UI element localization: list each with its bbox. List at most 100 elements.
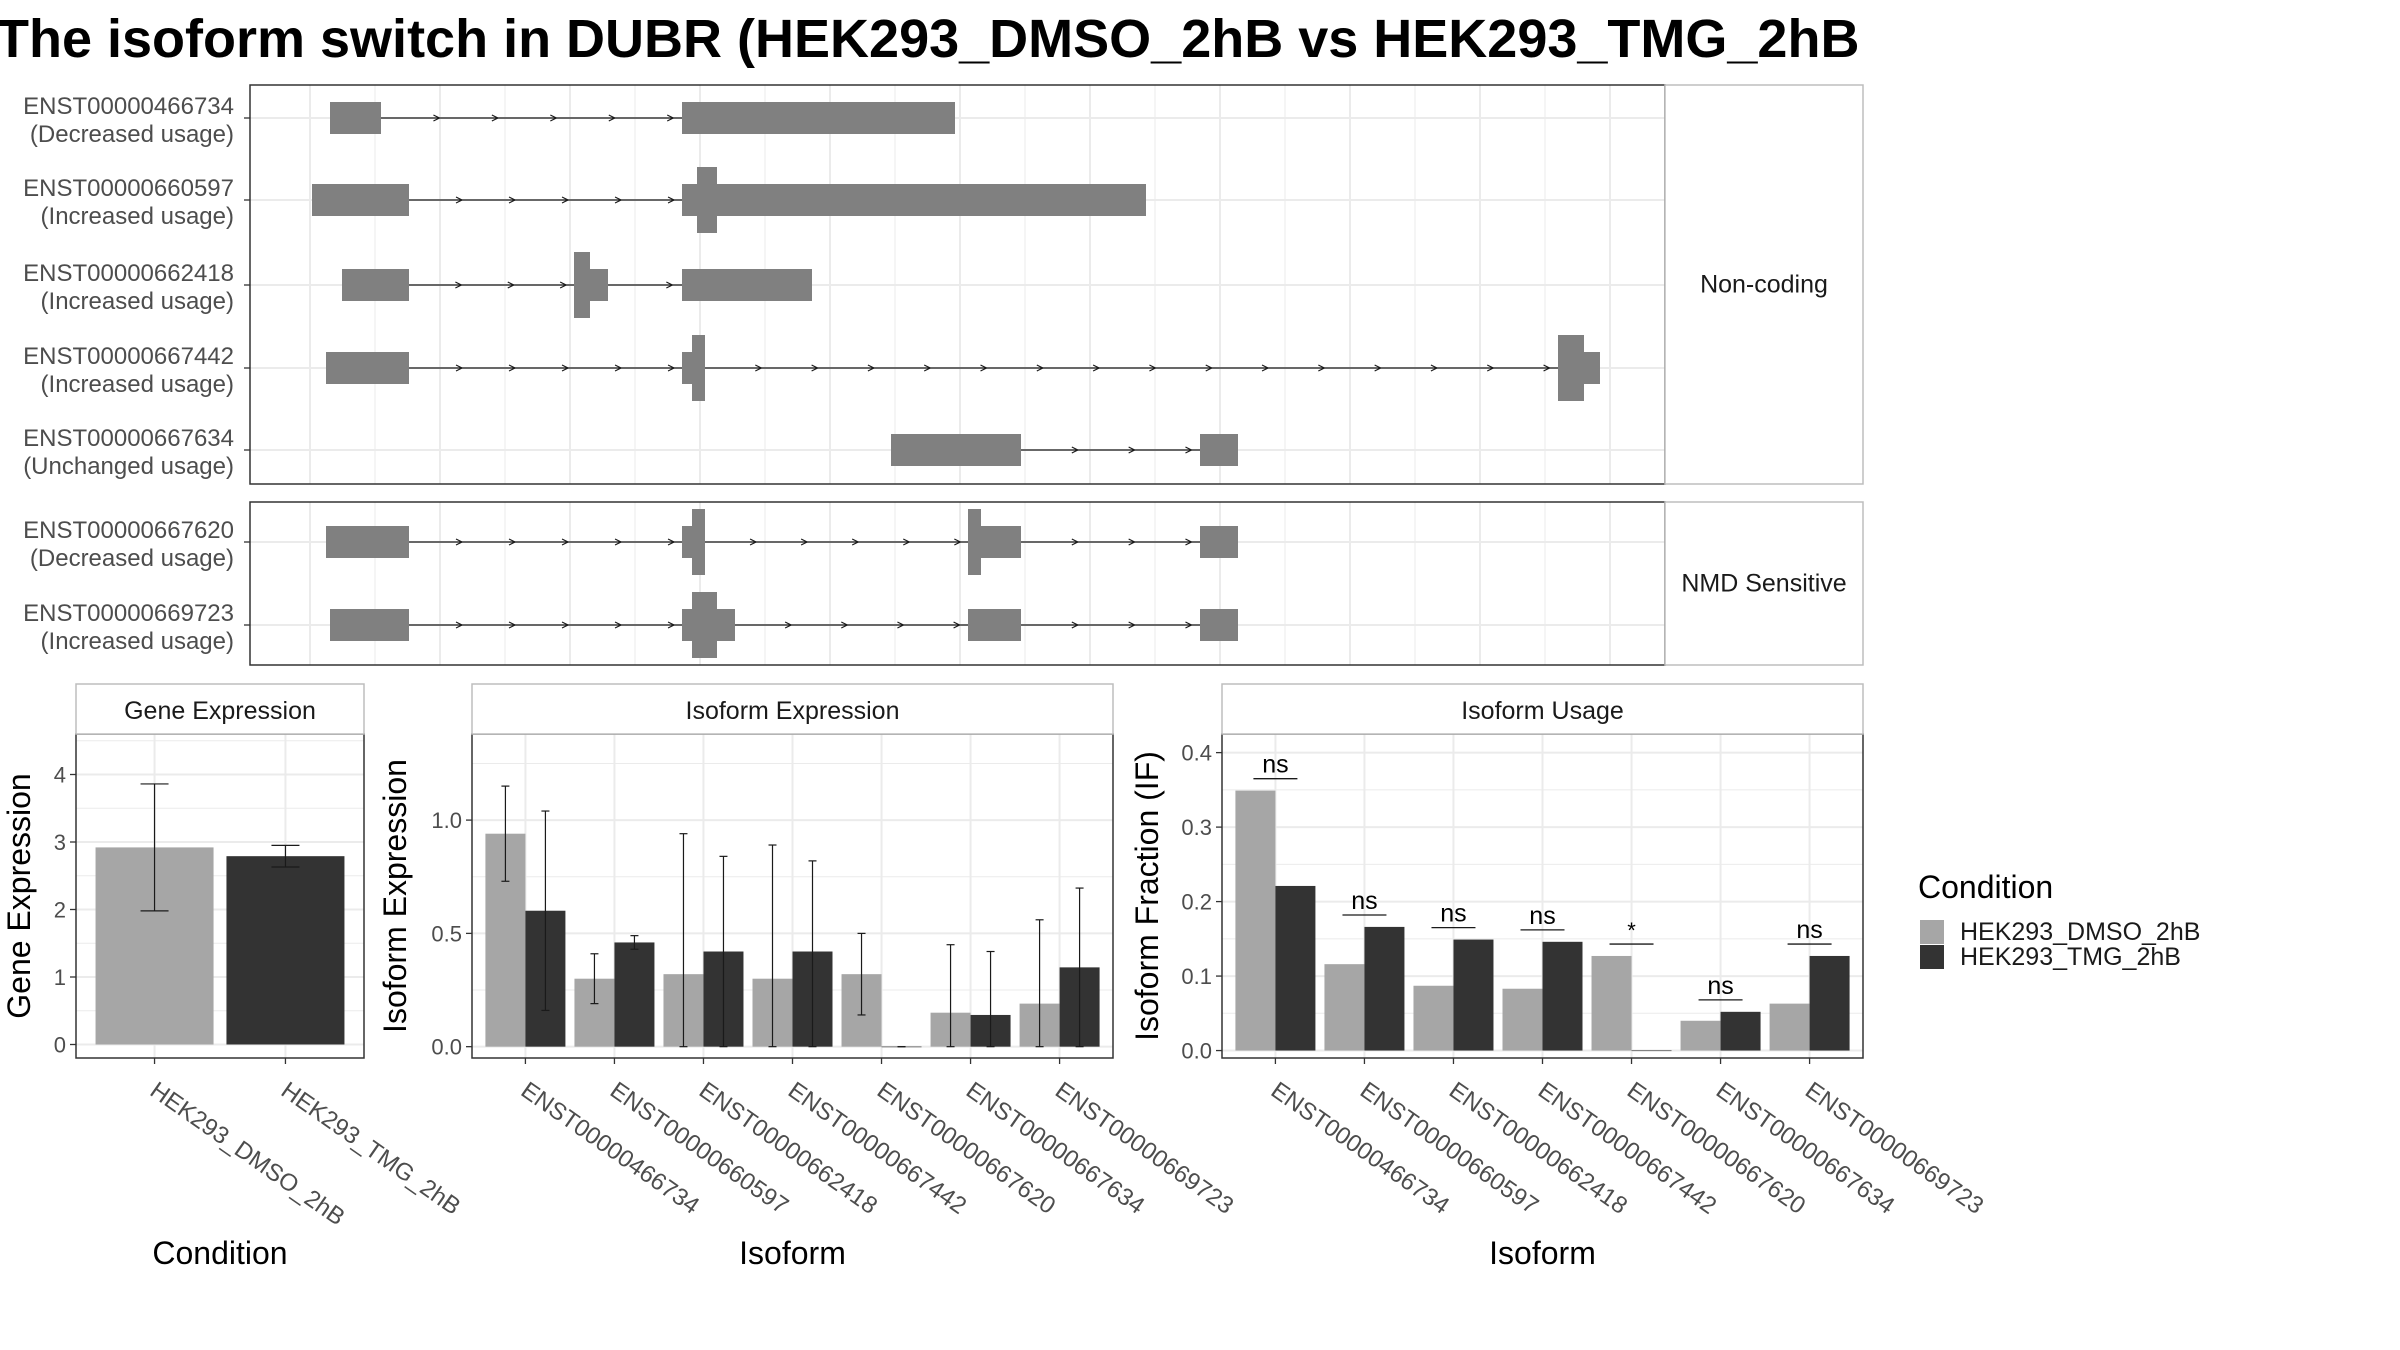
exon-block <box>968 509 981 575</box>
intron-arrow <box>666 114 675 122</box>
intron-arrow <box>455 281 463 289</box>
exon-block <box>891 434 1021 466</box>
intron-arrow <box>841 621 849 629</box>
intron-arrow <box>550 114 558 122</box>
intron-arrow <box>559 281 568 289</box>
intron-arrow <box>1128 446 1136 454</box>
intron-arrow <box>1430 364 1439 372</box>
exon-block <box>682 352 692 384</box>
y-tick-label: 3 <box>54 830 66 855</box>
intron-arrow <box>749 538 758 546</box>
chart-title: Isoform Expression <box>686 697 900 725</box>
exon-block <box>1584 352 1600 384</box>
bar <box>1769 1003 1810 1051</box>
exon-block <box>692 592 717 658</box>
bar <box>1542 941 1583 1051</box>
x-axis-title: Condition <box>152 1235 287 1271</box>
legend-swatch <box>1920 945 1944 969</box>
y-tick-label: 1.0 <box>431 808 462 833</box>
exon-block <box>692 335 705 401</box>
exon-block <box>981 526 1021 558</box>
transcript-usage-label: (Increased usage) <box>41 371 234 398</box>
intron-arrow <box>1128 538 1136 546</box>
exon-block <box>1200 609 1238 641</box>
exon-block <box>590 269 608 301</box>
intron-arrow <box>507 281 516 289</box>
intron-arrow <box>1318 364 1326 372</box>
y-tick-label: 0.2 <box>1181 890 1212 915</box>
intron-arrow <box>1261 364 1270 372</box>
intron-arrow <box>1205 364 1214 372</box>
intron-arrow <box>614 538 623 546</box>
intron-arrow <box>1071 538 1080 546</box>
intron-arrow <box>1071 446 1080 454</box>
intron-arrow <box>667 364 676 372</box>
transcript-usage-label: (Decreased usage) <box>30 121 234 148</box>
intron-arrow <box>980 364 988 372</box>
bar <box>1502 988 1543 1051</box>
bar <box>1324 964 1365 1051</box>
structure-strip <box>1664 501 1864 666</box>
intron-arrow <box>614 364 623 372</box>
exon-block <box>312 184 409 216</box>
intron-arrow <box>1543 364 1551 372</box>
chart-title: Isoform Usage <box>1461 697 1624 725</box>
intron-arrow <box>1092 364 1101 372</box>
y-tick-label: 0.3 <box>1181 815 1212 840</box>
structure-panel-2: ENST00000667620(Decreased usage) ENST0000… <box>23 501 1864 666</box>
intron-arrow <box>667 538 676 546</box>
figure-title: The isoform switch in DUBR (HEK293_DMSO_… <box>0 9 1859 69</box>
bar <box>1413 985 1454 1051</box>
exon-block <box>1200 526 1238 558</box>
bar <box>1591 955 1632 1051</box>
y-axis-title: Isoform Expression <box>377 759 413 1033</box>
x-axis-title: Isoform <box>1489 1235 1596 1271</box>
intron-arrow <box>561 538 570 546</box>
y-tick-label: 0.0 <box>431 1035 462 1060</box>
intron-arrow <box>491 114 500 122</box>
exon-block <box>1200 434 1238 466</box>
transcript-id-label: ENST00000466734 <box>23 93 234 120</box>
bar <box>1680 1020 1721 1051</box>
transcript-id-label: ENST00000660597 <box>23 175 234 202</box>
legend-entry: HEK293_TMG_2hB <box>1960 943 2181 971</box>
exon-block <box>330 102 381 134</box>
exon-block <box>330 609 409 641</box>
chart-strip <box>1221 683 1864 735</box>
intron-arrow <box>1149 364 1157 372</box>
intron-arrow <box>561 364 570 372</box>
structure-panel-bg <box>250 502 1665 665</box>
intron-arrow <box>561 196 570 204</box>
bar <box>1453 939 1494 1051</box>
intron-arrow <box>923 364 932 372</box>
significance-label: ns <box>1529 902 1555 930</box>
y-tick-label: 0.0 <box>1181 1039 1212 1064</box>
exon-block <box>326 526 409 558</box>
bar <box>1364 926 1405 1051</box>
exon-block <box>717 184 1146 216</box>
y-tick-label: 0.1 <box>1181 964 1212 989</box>
intron-arrow <box>954 538 962 546</box>
intron-arrow <box>851 538 860 546</box>
y-tick-label: 1 <box>54 965 66 990</box>
intron-arrow <box>1185 446 1193 454</box>
significance-label: ns <box>1351 887 1377 915</box>
transcript-usage-label: (Unchanged usage) <box>23 453 234 480</box>
exon-block <box>682 184 697 216</box>
intron-arrow <box>455 364 464 372</box>
transcript-id-label: ENST00000667442 <box>23 343 234 370</box>
structure-panel-1: ENST00000466734(Decreased usage) ENST0000… <box>23 84 1864 485</box>
intron-arrow <box>811 364 819 372</box>
intron-arrow <box>667 621 676 629</box>
intron-arrow <box>867 364 876 372</box>
intron-arrow <box>755 364 763 372</box>
exon-block <box>682 526 692 558</box>
intron-arrow <box>897 621 905 629</box>
intron-arrow <box>667 196 676 204</box>
exon-block <box>697 167 717 233</box>
intron-arrow <box>1185 538 1193 546</box>
transcript-usage-label: (Increased usage) <box>41 288 234 315</box>
legend-entry: HEK293_DMSO_2hB <box>1960 918 2200 946</box>
